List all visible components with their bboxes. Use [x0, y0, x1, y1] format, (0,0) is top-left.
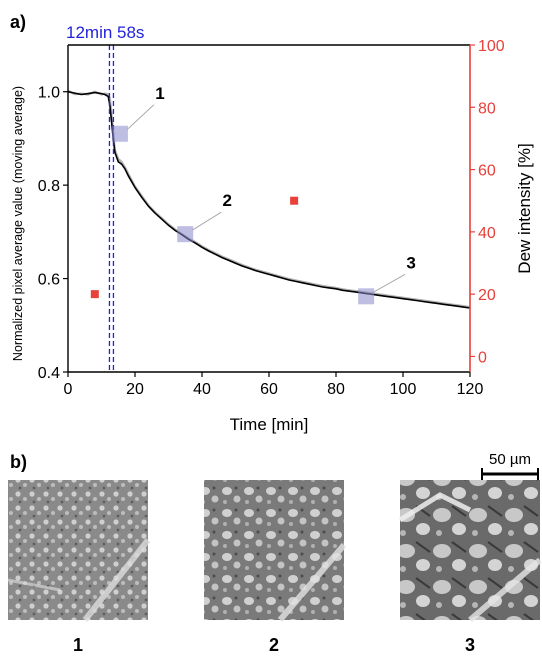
panel-b-label: b) [10, 452, 27, 472]
x-tick-label: 120 [457, 381, 484, 398]
x-tick-label: 0 [64, 381, 73, 398]
y-tick-label-right: 0 [478, 349, 487, 366]
highlight-box [358, 288, 375, 305]
x-tick-label: 40 [193, 381, 211, 398]
y-tick-label-left: 1.0 [38, 85, 60, 102]
x-tick-label: 80 [327, 381, 345, 398]
micrograph-3 [398, 480, 542, 623]
scale-bar [481, 468, 539, 480]
y-tick-label-right: 100 [478, 38, 505, 55]
y-tick-label-left: 0.4 [38, 365, 60, 382]
highlight-box [177, 226, 194, 243]
highlight-box [111, 125, 128, 142]
callout-label: 3 [406, 253, 415, 272]
callout-line [191, 211, 222, 231]
micrograph-label-2: 2 [269, 635, 279, 655]
micrograph-2 [204, 480, 347, 622]
dew-intensity-point [290, 196, 299, 205]
callout-label: 2 [223, 191, 232, 210]
micrograph-label-3: 3 [465, 635, 475, 655]
vline-label: 12min 58s [66, 23, 144, 42]
scale-bar-label: 50 µm [489, 451, 531, 468]
y-axis-label-right: Dew intensity [%] [515, 143, 534, 273]
x-tick-label: 100 [390, 381, 417, 398]
y-tick-label-right: 80 [478, 100, 496, 117]
x-tick-label: 60 [260, 381, 278, 398]
y-tick-label-right: 40 [478, 225, 496, 242]
micrograph-1 [7, 480, 151, 622]
callout-line [372, 273, 406, 293]
micrograph-label-1: 1 [73, 635, 83, 655]
dew-intensity-point [90, 290, 99, 299]
callout-line [126, 104, 155, 131]
line-chart: 1 2 3 0 20 40 60 80 100 120 0.4 0.6 0.8 1.0 0 20 40 60 80… [11, 23, 534, 434]
panel-a-label: a) [10, 12, 26, 32]
y-tick-label-left: 0.8 [38, 178, 60, 195]
y-tick-label-right: 60 [478, 163, 496, 180]
y-axis-label-left: Normalized pixel average value (moving a… [11, 86, 25, 361]
y-tick-label-right: 20 [478, 287, 496, 304]
x-tick-label: 20 [126, 381, 144, 398]
series-line-moving-average [67, 90, 471, 309]
y-tick-label-left: 0.6 [38, 272, 60, 289]
callout-label: 1 [155, 84, 164, 103]
x-axis-label: Time [min] [230, 415, 309, 434]
